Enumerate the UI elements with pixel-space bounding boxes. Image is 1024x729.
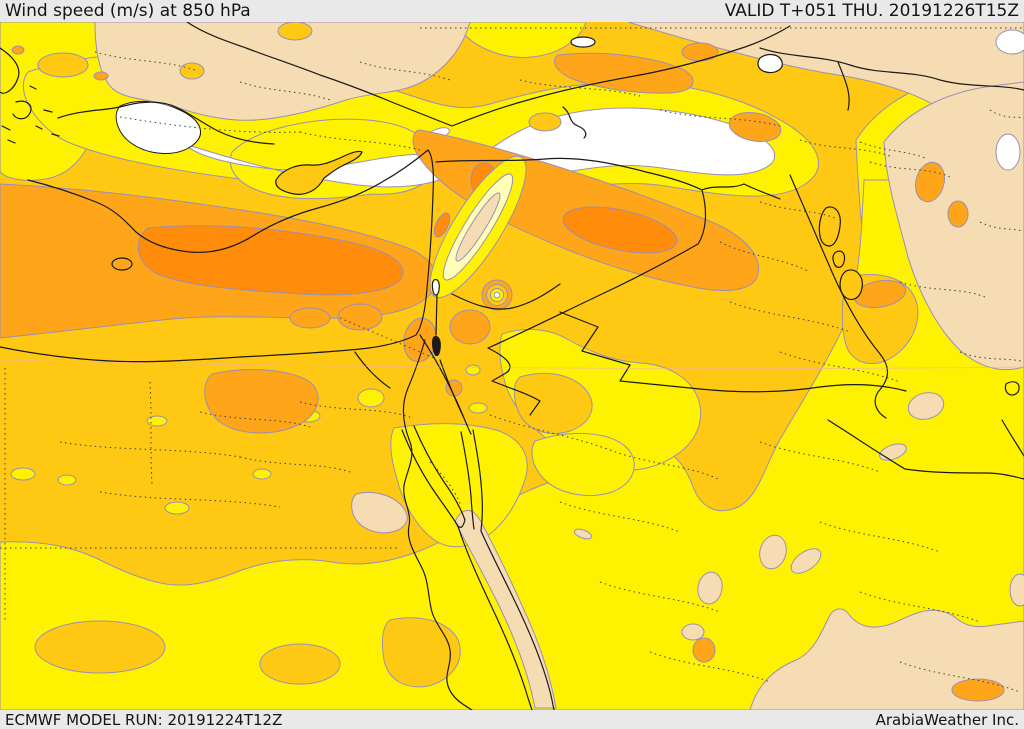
israel-jordan-border (439, 359, 465, 419)
syria-jordan-border (451, 283, 561, 310)
lake-keban (570, 36, 596, 48)
levant-egypt-coast (0, 149, 434, 363)
black-sea-south-coast (451, 25, 791, 127)
anatolia-south-coast (27, 149, 429, 253)
red-sea-fill (454, 510, 557, 709)
cyprus-island (275, 150, 363, 195)
geography-lines (0, 22, 1024, 710)
shatt-marshes (1004, 381, 1020, 396)
lake-razazah (839, 269, 863, 301)
map-area (0, 22, 1024, 710)
lake-van (757, 53, 783, 74)
calm-eye-feature (481, 279, 513, 311)
red-sea-west-shore (457, 525, 533, 710)
iraq-iran-border (789, 174, 889, 419)
lake-tharthar (818, 206, 841, 247)
gulf-of-suez (401, 425, 466, 528)
valid-time-label: VALID T+051 THU. 20191226T15Z (724, 1, 1019, 21)
reservoir-squiggle (562, 106, 587, 139)
turkey-syria-border (435, 157, 781, 200)
lake-habbaniyah (832, 250, 846, 268)
nile-river (402, 387, 473, 710)
caucasus-borders (759, 47, 1024, 111)
syria-iraq-border (487, 189, 707, 416)
header-bar: Wind speed (m/s) at 850 hPa VALID T+051 … (0, 0, 1024, 22)
aegean-coast (0, 47, 60, 144)
map-title: Wind speed (m/s) at 850 hPa (5, 1, 251, 21)
gulf-coast-borders (827, 419, 1024, 480)
rhodes-island (111, 257, 133, 271)
black-sea-west-coast (186, 22, 453, 127)
marmara-coast (57, 101, 275, 145)
dead-sea (431, 336, 441, 357)
footer-bar: ECMWF MODEL RUN: 20191224T12Z ArabiaWeat… (0, 710, 1024, 729)
admin-dotted-lines (0, 27, 1024, 693)
jordan-river (435, 293, 438, 336)
gulf-of-aqaba (460, 429, 484, 532)
lebanon-calm-ridge (429, 155, 527, 299)
nile-delta (354, 339, 426, 389)
jordan-iraq-saudi-border (559, 311, 907, 393)
graticule-line (0, 359, 1024, 369)
contour-fills (0, 22, 1024, 710)
sea-of-galilee (431, 278, 440, 296)
model-run-label: ECMWF MODEL RUN: 20191224T12Z (5, 710, 283, 729)
wind-field-map (0, 22, 1024, 710)
red-sea-east-shore (480, 530, 555, 710)
credit-label: ArabiaWeather Inc. (875, 710, 1019, 729)
